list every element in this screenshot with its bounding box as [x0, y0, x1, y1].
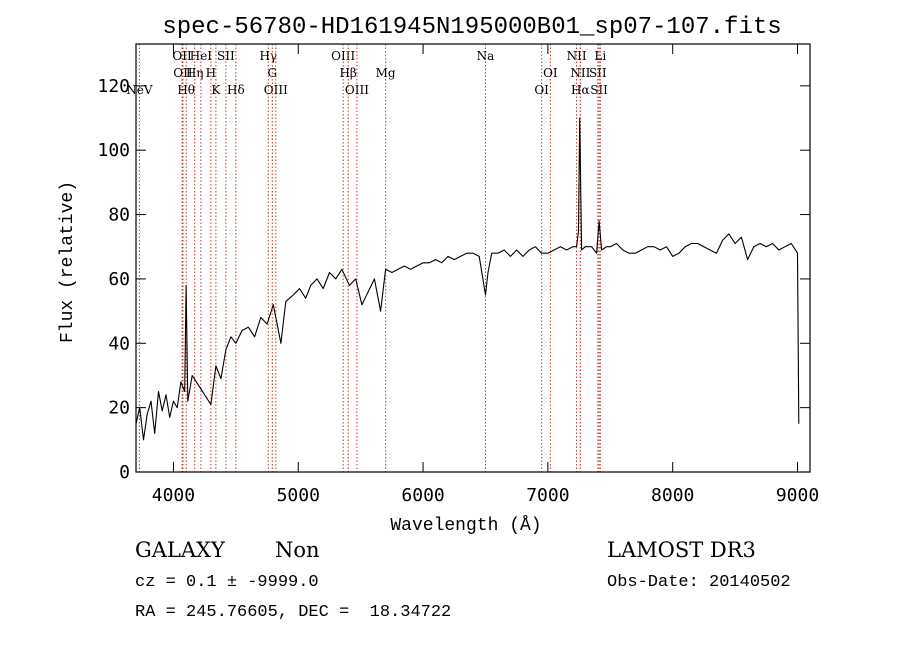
y-tick-label: 120 — [97, 76, 130, 97]
spectrum-series — [135, 117, 800, 441]
line-label: NeV — [126, 83, 153, 97]
line-label: OIII — [331, 49, 355, 63]
axes: 4000 5000 6000 7000 8000 9000 0 20 40 60 80 100 120 — [97, 44, 819, 506]
x-tick-label: 6000 — [401, 485, 444, 506]
line-label: Hα — [571, 83, 590, 97]
line-label: OIII — [345, 83, 369, 97]
survey-name: LAMOST DR3 — [607, 538, 756, 562]
line-label: NII — [567, 49, 587, 63]
y-tick-label: 60 — [108, 269, 130, 290]
line-label: Na — [477, 49, 495, 63]
x-tick-label: 4000 — [152, 485, 195, 506]
x-tick-label: 8000 — [651, 485, 694, 506]
line-label: H — [206, 66, 216, 80]
line-label: G — [268, 66, 278, 80]
x-tick-label: 5000 — [277, 485, 320, 506]
line-label: OII — [173, 66, 193, 80]
line-label: SII — [217, 49, 235, 63]
y-tick-label: 0 — [119, 462, 130, 483]
y-tick-label: 40 — [108, 333, 130, 354]
line-label: OII — [172, 49, 192, 63]
x-tick-label: 7000 — [526, 485, 569, 506]
line-label: SII — [589, 66, 607, 80]
object-class: GALAXY — [135, 538, 225, 562]
y-tick-label: 80 — [108, 205, 130, 226]
line-label: OIII — [264, 83, 288, 97]
y-tick-label: 100 — [97, 140, 130, 161]
line-label: OI — [543, 66, 558, 80]
plot-frame — [135, 43, 811, 473]
line-label: Hθ — [177, 83, 195, 97]
emission-line-markers: NeV OII OII Hθ Hη HeI HK SII Hδ Hγ G OIII OIII Hβ OIII… — [126, 44, 608, 472]
obs-date: Obs-Date: 20140502 — [607, 573, 791, 592]
y-axis-label: Flux (relative) — [58, 181, 78, 343]
coordinates: RA = 245.76605, DEC = 18.34722 — [135, 603, 452, 622]
line-label: Hγ — [259, 49, 277, 63]
line-label: Li — [594, 49, 606, 63]
x-axis-label: Wavelength (Å) — [390, 515, 541, 536]
redshift-text: cz = 0.1 ± -9999.0 — [135, 573, 319, 592]
line-label: Mg — [376, 66, 396, 80]
y-tick-label: 20 — [108, 398, 130, 419]
x-tick-label: 9000 — [776, 485, 819, 506]
object-subclass: Non — [275, 538, 320, 562]
line-label: Hδ — [227, 83, 245, 97]
line-label: OI — [534, 83, 549, 97]
spectrum-line — [135, 117, 800, 441]
line-label: SII — [590, 83, 608, 97]
line-label: HeI — [190, 49, 213, 63]
line-label: Hη — [186, 66, 204, 80]
line-label: Hβ — [339, 66, 356, 80]
chart-title: spec-56780-HD161945N195000B01_sp07-107.f… — [162, 14, 781, 41]
line-label: K — [211, 83, 221, 97]
